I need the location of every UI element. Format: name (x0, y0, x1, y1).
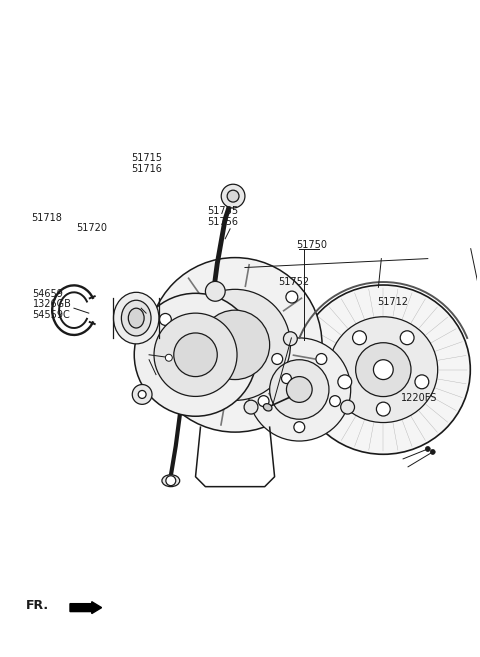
Text: 51756: 51756 (207, 217, 238, 227)
Text: 51755: 51755 (207, 206, 238, 216)
Ellipse shape (154, 313, 237, 396)
Circle shape (425, 447, 430, 451)
Text: 51720: 51720 (76, 223, 108, 233)
Ellipse shape (128, 308, 144, 328)
Circle shape (330, 396, 340, 407)
Circle shape (272, 353, 283, 365)
Text: 51752: 51752 (278, 277, 309, 286)
Text: 51750: 51750 (296, 240, 327, 250)
Circle shape (159, 313, 171, 325)
Ellipse shape (121, 300, 151, 336)
Circle shape (258, 396, 269, 407)
Ellipse shape (296, 285, 470, 454)
Circle shape (281, 374, 291, 384)
Circle shape (338, 375, 352, 389)
Circle shape (286, 291, 298, 303)
FancyArrow shape (70, 602, 102, 614)
Circle shape (132, 384, 152, 404)
Ellipse shape (248, 338, 351, 441)
Circle shape (284, 332, 297, 346)
Circle shape (221, 184, 245, 208)
Ellipse shape (264, 403, 272, 411)
Text: 1326GB: 1326GB (33, 300, 72, 309)
Ellipse shape (287, 376, 312, 402)
Ellipse shape (148, 258, 322, 432)
Text: 51715: 51715 (131, 153, 162, 163)
Text: 54659: 54659 (33, 289, 63, 299)
Text: 51716: 51716 (131, 164, 162, 174)
Ellipse shape (373, 360, 393, 380)
Circle shape (430, 449, 435, 455)
Text: 54559C: 54559C (33, 310, 71, 320)
Circle shape (415, 375, 429, 389)
Circle shape (400, 331, 414, 345)
Text: FR.: FR. (25, 599, 48, 612)
Ellipse shape (180, 289, 290, 400)
Text: 1220FS: 1220FS (401, 393, 438, 403)
Circle shape (205, 281, 225, 301)
Ellipse shape (113, 292, 159, 344)
Circle shape (227, 190, 239, 202)
Ellipse shape (329, 317, 438, 422)
Text: 51712: 51712 (378, 298, 408, 307)
Circle shape (244, 400, 258, 414)
Ellipse shape (162, 475, 180, 487)
Ellipse shape (201, 310, 270, 380)
Ellipse shape (134, 293, 257, 417)
Circle shape (138, 390, 146, 398)
Ellipse shape (279, 374, 293, 384)
Circle shape (376, 402, 390, 416)
Circle shape (341, 400, 355, 414)
Circle shape (166, 476, 176, 486)
Circle shape (294, 422, 305, 432)
Ellipse shape (270, 360, 329, 419)
Circle shape (353, 331, 366, 345)
Circle shape (166, 354, 172, 361)
Text: 51718: 51718 (31, 213, 62, 223)
Ellipse shape (174, 333, 217, 376)
Ellipse shape (356, 343, 411, 397)
Circle shape (316, 353, 327, 365)
